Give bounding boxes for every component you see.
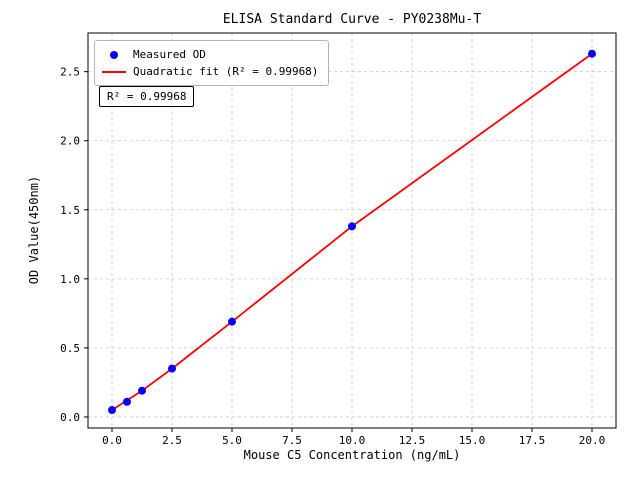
data-point: [168, 364, 176, 373]
x-tick-label: 2.5: [162, 434, 182, 447]
r-squared-annotation: R² = 0.99968: [99, 86, 195, 107]
y-tick-label: 1.0: [60, 273, 80, 286]
y-tick-label: 0.5: [60, 342, 80, 355]
y-tick-label: 0.0: [60, 411, 80, 424]
measured-od-marker-wrap: [101, 50, 127, 59]
measured-od-dot-icon: [110, 50, 118, 59]
plot-frame: [87, 32, 617, 429]
data-point: [108, 406, 116, 415]
x-axis-label: Mouse C5 Concentration (ng/mL): [243, 448, 461, 462]
legend-label-quadratic-fit: Quadratic fit (R² = 0.99968): [133, 65, 319, 78]
y-tick-label: 1.5: [60, 204, 80, 217]
quadratic-fit-marker-wrap: [101, 70, 127, 73]
x-tick-label: 5.0: [222, 434, 242, 447]
x-tick-label: 10.0: [339, 434, 366, 447]
x-tick-label: 17.5: [519, 434, 546, 447]
x-tick-label: 15.0: [459, 434, 486, 447]
data-point: [588, 49, 596, 58]
chart-title: ELISA Standard Curve - PY0238Mu-T: [222, 12, 482, 27]
y-tick-label: 2.5: [60, 66, 80, 79]
x-tick-label: 0.0: [102, 434, 122, 447]
data-point: [138, 386, 146, 395]
data-point: [348, 222, 356, 231]
data-point: [228, 317, 236, 326]
legend-item-quadratic-fit: Quadratic fit (R² = 0.99968): [101, 63, 318, 80]
x-tick-label: 12.5: [399, 434, 426, 447]
x-tick-label: 7.5: [282, 434, 302, 447]
legend-item-measured-od: Measured OD: [101, 46, 318, 63]
x-tick-label: 20.0: [579, 434, 606, 447]
quadratic-fit-line-icon: [102, 70, 126, 73]
legend-label-measured-od: Measured OD: [133, 48, 206, 61]
legend: Measured OD Quadratic fit (R² = 0.99968): [94, 40, 330, 86]
y-tick-label: 2.0: [60, 135, 80, 148]
data-point: [123, 397, 131, 406]
